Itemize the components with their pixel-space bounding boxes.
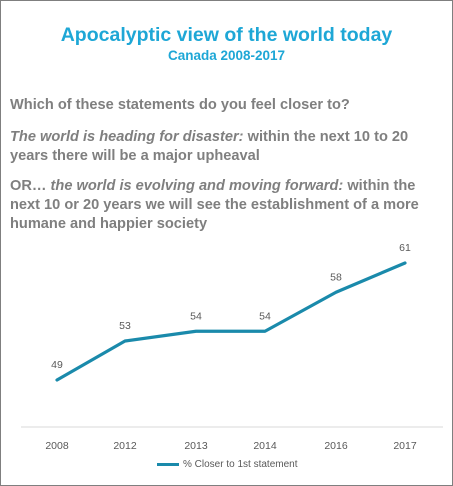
question-text: Which of these statements do you feel cl… [10,97,350,113]
statement-2-emphasis: the world is evolving and moving forward… [50,178,344,194]
x-tick-label: 2017 [393,440,417,452]
x-tick-label: 2013 [184,440,208,452]
data-label: 58 [330,271,342,283]
series-line [55,261,407,382]
statement-2-rest: within the next 10 or 20 years we will s… [10,178,419,232]
chart-subtitle: Canada 2008-2017 [167,48,286,63]
legend-label: % Closer to 1st statement [183,459,298,470]
statement-2: OR… the world is evolving and moving for… [10,177,445,234]
data-label: 54 [190,310,202,322]
x-tick-label: 2016 [324,440,348,452]
legend-swatch [157,463,179,466]
data-label: 53 [119,320,131,332]
statement-1: The world is heading for disaster: withi… [10,128,445,166]
statement-2-prefix: OR… [10,178,51,194]
statement-1-emphasis: The world is heading for disaster: [10,129,244,145]
data-label: 49 [51,359,63,371]
x-tick-label: 2012 [113,440,137,452]
chart-title: Apocalyptic view of the world today [60,24,393,46]
x-tick-label: 2014 [253,440,277,452]
data-label: 54 [259,310,271,322]
data-label: 61 [399,242,411,254]
statement-1-rest: within the next 10 to 20 years there wil… [10,129,409,164]
legend: % Closer to 1st statement [157,459,298,470]
x-tick-label: 2008 [45,440,69,452]
